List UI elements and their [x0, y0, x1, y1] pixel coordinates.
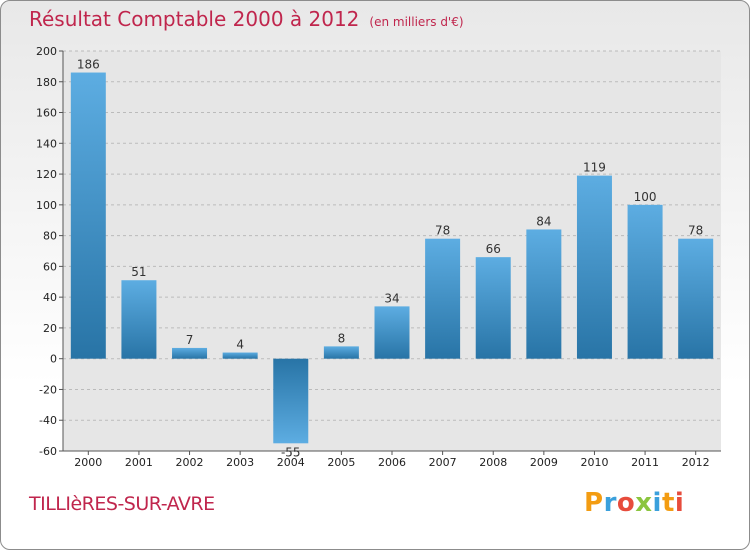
y-tick-label: 40 [43, 291, 57, 304]
bar-value-label: 8 [338, 331, 346, 345]
chart-subtitle: (en milliers d'€) [369, 15, 464, 29]
bar-value-label: 34 [384, 291, 399, 305]
logo-letter: o [616, 488, 636, 518]
x-tick-label: 2001 [125, 456, 153, 469]
bar-value-label: 100 [634, 190, 657, 204]
logo-letter: P [584, 488, 604, 518]
x-tick-label: 2008 [479, 456, 507, 469]
x-tick-label: 2011 [631, 456, 659, 469]
bar-value-label: 78 [688, 224, 703, 238]
y-tick-label: 140 [36, 137, 57, 150]
x-tick-label: 2007 [429, 456, 457, 469]
y-tick-label: 100 [36, 199, 57, 212]
bar [678, 238, 714, 359]
bar [70, 72, 106, 359]
chart-title: Résultat Comptable 2000 à 2012 (en millie… [29, 7, 464, 31]
bar-value-label: 84 [536, 214, 551, 228]
bar [475, 257, 511, 359]
chart-title-text: Résultat Comptable 2000 à 2012 [29, 7, 360, 31]
bar [222, 352, 258, 359]
logo-letter: x [635, 488, 653, 518]
bar-value-label: 186 [77, 58, 100, 72]
x-tick-label: 2002 [176, 456, 204, 469]
y-tick-label: 160 [36, 107, 57, 120]
x-tick-label: 2003 [226, 456, 254, 469]
bar [374, 306, 410, 359]
x-tick-label: 2006 [378, 456, 406, 469]
y-tick-label: 180 [36, 76, 57, 89]
bar [526, 229, 562, 359]
logo-letter: t [661, 488, 675, 518]
y-tick-label: -60 [39, 445, 57, 458]
y-tick-label: 20 [43, 322, 57, 335]
bar [121, 280, 157, 359]
y-tick-label: 60 [43, 260, 57, 273]
x-tick-label: 2009 [530, 456, 558, 469]
x-tick-label: 2000 [74, 456, 102, 469]
commune-name: TILLIèRES-SUR-AVRE [29, 493, 215, 515]
bar [425, 238, 461, 359]
bar-value-label: 119 [583, 161, 606, 175]
bar [627, 204, 663, 359]
proxiti-logo: Proxiti [584, 488, 684, 518]
bar [172, 347, 208, 359]
plot-area [63, 51, 721, 451]
logo-letter: r [603, 488, 617, 518]
y-tick-label: -20 [39, 383, 57, 396]
bar [576, 175, 612, 359]
y-tick-label: 0 [50, 353, 57, 366]
logo-letter: i [652, 488, 662, 518]
bar-value-label: 66 [486, 242, 501, 256]
bar-value-label: 78 [435, 224, 450, 238]
bar [323, 346, 359, 359]
bar-value-label: 4 [236, 338, 244, 352]
x-tick-label: 2010 [580, 456, 608, 469]
bar [273, 358, 309, 444]
y-tick-label: 80 [43, 230, 57, 243]
x-tick-label: 2012 [682, 456, 710, 469]
x-tick-label: 2004 [277, 456, 305, 469]
y-tick-label: -40 [39, 414, 57, 427]
x-tick-label: 2005 [327, 456, 355, 469]
bar-value-label: 7 [186, 333, 194, 347]
y-tick-label: 200 [36, 45, 57, 58]
bar-value-label: 51 [131, 265, 146, 279]
logo-letter: i [674, 488, 685, 518]
y-tick-label: 120 [36, 168, 57, 181]
